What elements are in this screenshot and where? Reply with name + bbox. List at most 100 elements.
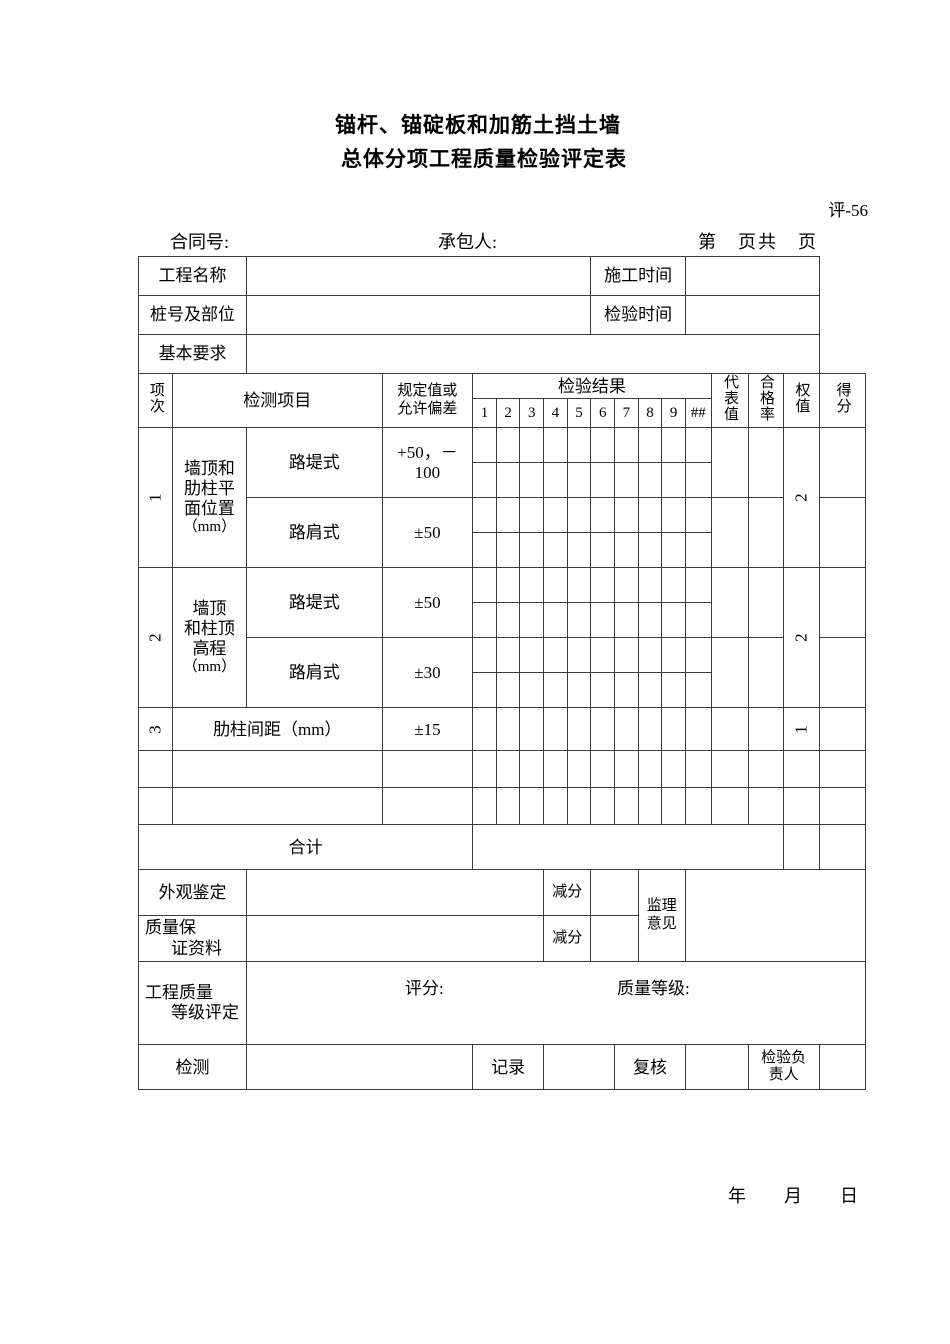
- row-5-weight[interactable]: [782, 787, 820, 826]
- result-cell[interactable]: [684, 427, 712, 464]
- result-cell[interactable]: [472, 427, 497, 464]
- result-cell[interactable]: [543, 532, 568, 569]
- result-cell[interactable]: [637, 462, 663, 499]
- row-4-item-no[interactable]: [138, 750, 173, 789]
- result-cell[interactable]: [590, 750, 616, 789]
- result-cell[interactable]: [472, 497, 497, 534]
- row-1-pass-rate-a[interactable]: [747, 427, 784, 499]
- total-score[interactable]: [818, 824, 867, 871]
- result-cell[interactable]: [637, 637, 663, 674]
- result-cell[interactable]: [661, 707, 686, 752]
- result-cell[interactable]: [543, 427, 568, 464]
- result-cell[interactable]: [472, 787, 497, 826]
- construction-time-value[interactable]: [684, 256, 820, 296]
- result-cell[interactable]: [495, 532, 521, 569]
- result-cell[interactable]: [637, 750, 663, 789]
- result-cell[interactable]: [543, 750, 568, 789]
- result-cell[interactable]: [543, 707, 568, 752]
- result-cell[interactable]: [543, 497, 568, 534]
- result-cell[interactable]: [614, 532, 639, 569]
- row-4-pass-rate[interactable]: [747, 750, 784, 789]
- result-cell[interactable]: [661, 787, 686, 826]
- result-cell[interactable]: [519, 602, 545, 639]
- result-cell[interactable]: [519, 672, 545, 709]
- result-cell[interactable]: [637, 427, 663, 464]
- row-4-spec[interactable]: [381, 750, 474, 789]
- tester-value[interactable]: [245, 1044, 474, 1091]
- row-3-score[interactable]: [818, 707, 867, 752]
- result-cell[interactable]: [495, 637, 521, 674]
- result-cell[interactable]: [590, 427, 616, 464]
- result-cell[interactable]: [519, 532, 545, 569]
- result-cell[interactable]: [661, 462, 686, 499]
- result-cell[interactable]: [614, 672, 639, 709]
- pile-number-value[interactable]: [245, 295, 592, 335]
- result-cell[interactable]: [495, 672, 521, 709]
- result-cell[interactable]: [566, 787, 592, 826]
- result-cell[interactable]: [661, 672, 686, 709]
- result-cell[interactable]: [684, 750, 712, 789]
- result-cell[interactable]: [566, 497, 592, 534]
- result-cell[interactable]: [637, 532, 663, 569]
- result-cell[interactable]: [684, 637, 712, 674]
- row-5-representative-value[interactable]: [710, 787, 749, 826]
- result-cell[interactable]: [472, 750, 497, 789]
- result-cell[interactable]: [495, 497, 521, 534]
- deduction-value-2[interactable]: [590, 915, 639, 963]
- result-cell[interactable]: [590, 672, 616, 709]
- result-cell[interactable]: [684, 532, 712, 569]
- result-cell[interactable]: [684, 707, 712, 752]
- quality-document-value[interactable]: [245, 915, 545, 963]
- total-value[interactable]: [472, 824, 784, 871]
- row-1-pass-rate-b[interactable]: [747, 497, 784, 569]
- result-cell[interactable]: [495, 462, 521, 499]
- result-cell[interactable]: [590, 707, 616, 752]
- result-cell[interactable]: [684, 787, 712, 826]
- result-cell[interactable]: [684, 497, 712, 534]
- result-cell[interactable]: [661, 637, 686, 674]
- result-cell[interactable]: [684, 672, 712, 709]
- result-cell[interactable]: [495, 567, 521, 604]
- result-cell[interactable]: [684, 567, 712, 604]
- result-cell[interactable]: [661, 602, 686, 639]
- row-1-representative-value-a[interactable]: [710, 427, 749, 499]
- result-cell[interactable]: [684, 602, 712, 639]
- result-cell[interactable]: [543, 462, 568, 499]
- result-cell[interactable]: [684, 462, 712, 499]
- supervisor-opinion-value[interactable]: [684, 869, 867, 963]
- result-cell[interactable]: [614, 427, 639, 464]
- result-cell[interactable]: [590, 497, 616, 534]
- result-cell[interactable]: [590, 602, 616, 639]
- row-5-spec[interactable]: [381, 787, 474, 826]
- result-cell[interactable]: [472, 532, 497, 569]
- result-cell[interactable]: [519, 707, 545, 752]
- deduction-value-1[interactable]: [590, 869, 639, 917]
- row-5-pass-rate[interactable]: [747, 787, 784, 826]
- row-4-weight[interactable]: [782, 750, 820, 789]
- result-cell[interactable]: [614, 750, 639, 789]
- result-cell[interactable]: [566, 707, 592, 752]
- result-cell[interactable]: [637, 672, 663, 709]
- result-cell[interactable]: [661, 427, 686, 464]
- result-cell[interactable]: [661, 567, 686, 604]
- row-1-score-b[interactable]: [818, 497, 867, 569]
- row-5-item-no[interactable]: [138, 787, 173, 826]
- basic-requirement-value[interactable]: [245, 334, 820, 374]
- row-2-representative-value-a[interactable]: [710, 567, 749, 639]
- row-4-representative-value[interactable]: [710, 750, 749, 789]
- project-name-value[interactable]: [245, 256, 592, 296]
- result-cell[interactable]: [614, 602, 639, 639]
- result-cell[interactable]: [590, 637, 616, 674]
- result-cell[interactable]: [472, 637, 497, 674]
- result-cell[interactable]: [566, 567, 592, 604]
- result-cell[interactable]: [543, 672, 568, 709]
- inspection-time-value[interactable]: [684, 295, 820, 335]
- reviewer-value[interactable]: [684, 1044, 749, 1091]
- row-4-item-name[interactable]: [171, 750, 383, 789]
- result-cell[interactable]: [472, 462, 497, 499]
- row-2-score-a[interactable]: [818, 567, 867, 639]
- result-cell[interactable]: [495, 750, 521, 789]
- row-3-pass-rate[interactable]: [747, 707, 784, 752]
- row-2-representative-value-b[interactable]: [710, 637, 749, 709]
- result-cell[interactable]: [661, 497, 686, 534]
